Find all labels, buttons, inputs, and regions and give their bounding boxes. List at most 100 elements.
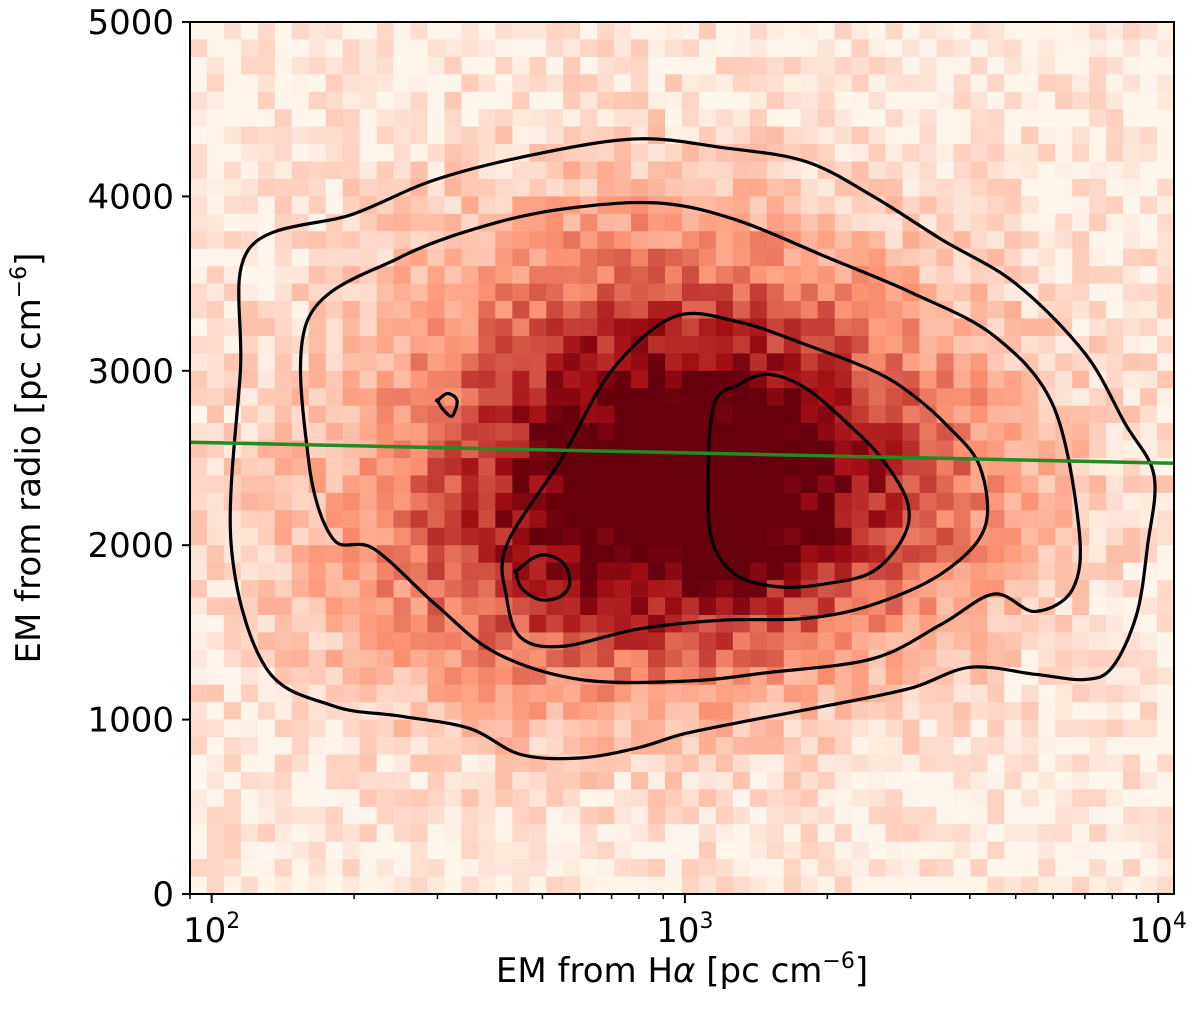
heatmap-cell bbox=[800, 719, 819, 738]
heatmap-cell bbox=[800, 213, 819, 232]
heatmap-cell bbox=[206, 719, 225, 738]
heatmap-cell bbox=[936, 196, 955, 215]
heatmap-cell bbox=[987, 266, 1005, 285]
heatmap-cell bbox=[291, 231, 310, 250]
heatmap-cell bbox=[580, 510, 598, 529]
heatmap-cell bbox=[1021, 231, 1039, 250]
heatmap-cell bbox=[1157, 109, 1174, 128]
heatmap-cell bbox=[563, 266, 581, 285]
heatmap-cell bbox=[732, 649, 751, 668]
heatmap-cell bbox=[868, 458, 887, 477]
heatmap-cell bbox=[970, 178, 988, 197]
heatmap-cell bbox=[410, 405, 429, 424]
heatmap-cell bbox=[1157, 458, 1174, 477]
heatmap-cell bbox=[698, 335, 717, 354]
heatmap-cell bbox=[546, 597, 564, 616]
heatmap-cell bbox=[1004, 388, 1022, 407]
heatmap-cell bbox=[291, 74, 310, 93]
heatmap-cell bbox=[902, 109, 921, 128]
heatmap-cell bbox=[495, 754, 513, 773]
heatmap-cell bbox=[1055, 876, 1073, 894]
heatmap-cell bbox=[1089, 737, 1107, 756]
heatmap-cell bbox=[614, 248, 632, 267]
heatmap-cell bbox=[698, 876, 717, 894]
heatmap-cell bbox=[902, 388, 921, 407]
heatmap-cell bbox=[325, 492, 344, 511]
heatmap-cell bbox=[461, 597, 480, 616]
heatmap-cell bbox=[766, 22, 785, 41]
heatmap-cell bbox=[1140, 126, 1158, 145]
heatmap-cell bbox=[563, 39, 581, 58]
heatmap-cell bbox=[682, 684, 700, 703]
heatmap-cell bbox=[274, 876, 293, 894]
heatmap-cell bbox=[461, 283, 480, 302]
heatmap-cell bbox=[665, 702, 683, 721]
heatmap-cell bbox=[987, 161, 1005, 180]
heatmap-cell bbox=[342, 335, 361, 354]
heatmap-cell bbox=[342, 144, 361, 163]
heatmap-cell bbox=[223, 597, 242, 616]
heatmap-cell bbox=[257, 301, 276, 320]
heatmap-cell bbox=[698, 702, 717, 721]
heatmap-cell bbox=[206, 370, 225, 389]
heatmap-cell bbox=[495, 841, 513, 860]
heatmap-cell bbox=[308, 126, 327, 145]
heatmap-cell bbox=[1089, 859, 1107, 878]
heatmap-cell bbox=[1004, 74, 1022, 93]
heatmap-cell bbox=[614, 806, 632, 825]
heatmap-cell bbox=[393, 283, 412, 302]
heatmap-cell bbox=[1157, 876, 1174, 894]
heatmap-cell bbox=[1106, 231, 1124, 250]
heatmap-cell bbox=[1140, 405, 1158, 424]
heatmap-cell bbox=[1157, 684, 1174, 703]
heatmap-cell bbox=[800, 789, 819, 808]
heatmap-cell bbox=[529, 824, 547, 843]
heatmap-cell bbox=[546, 649, 564, 668]
heatmap-cell bbox=[817, 492, 836, 511]
heatmap-cell bbox=[953, 22, 972, 41]
heatmap-cell bbox=[240, 370, 259, 389]
heatmap-cell bbox=[376, 22, 395, 41]
heatmap-cell bbox=[749, 754, 768, 773]
heatmap-cell bbox=[682, 39, 700, 58]
heatmap-cell bbox=[206, 388, 225, 407]
heatmap-cell bbox=[274, 39, 293, 58]
heatmap-cell bbox=[817, 754, 836, 773]
heatmap-cell bbox=[223, 492, 242, 511]
heatmap-cell bbox=[614, 527, 632, 546]
heatmap-cell bbox=[376, 266, 395, 285]
heatmap-cell bbox=[529, 318, 547, 337]
heatmap-cell bbox=[732, 737, 751, 756]
x-tick-label: 104 bbox=[1130, 909, 1187, 951]
heatmap-cell bbox=[970, 841, 988, 860]
heatmap-cell bbox=[376, 423, 395, 442]
heatmap-cell bbox=[834, 144, 853, 163]
heatmap-cell bbox=[427, 423, 446, 442]
heatmap-cell bbox=[240, 405, 259, 424]
heatmap-cell bbox=[885, 405, 904, 424]
heatmap-cell bbox=[682, 423, 700, 442]
heatmap-cell bbox=[223, 789, 242, 808]
heatmap-cell bbox=[461, 754, 480, 773]
heatmap-cell bbox=[410, 824, 429, 843]
heatmap-cell bbox=[1106, 597, 1124, 616]
heatmap-cell bbox=[342, 684, 361, 703]
heatmap-cell bbox=[800, 405, 819, 424]
heatmap-cell bbox=[648, 388, 666, 407]
heatmap-cell bbox=[682, 475, 700, 494]
heatmap-cell bbox=[529, 109, 547, 128]
heatmap-cell bbox=[325, 39, 344, 58]
heatmap-cell bbox=[410, 475, 429, 494]
heatmap-cell bbox=[444, 178, 463, 197]
heatmap-cell bbox=[953, 789, 972, 808]
heatmap-cell bbox=[240, 335, 259, 354]
heatmap-cell bbox=[868, 423, 887, 442]
heatmap-cell bbox=[732, 876, 751, 894]
heatmap-cell bbox=[1089, 806, 1107, 825]
heatmap-cell bbox=[953, 771, 972, 790]
heatmap-cell bbox=[529, 353, 547, 372]
heatmap-cell bbox=[1004, 231, 1022, 250]
heatmap-cell bbox=[1089, 440, 1107, 459]
heatmap-cell bbox=[715, 702, 734, 721]
heatmap-cell bbox=[987, 702, 1005, 721]
